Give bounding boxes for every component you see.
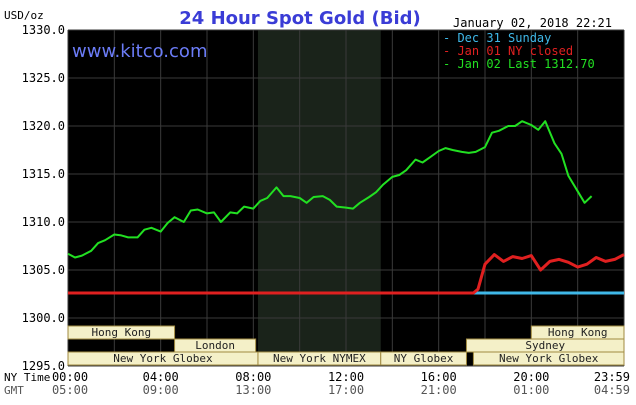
session-label: Hong Kong <box>91 326 151 339</box>
x-tick-label: 21:00 <box>421 383 457 397</box>
session-bar <box>67 325 176 340</box>
session-label: Sydney <box>525 339 565 352</box>
series-line <box>67 120 593 259</box>
kitco-watermark: www.kitco.com <box>72 41 207 62</box>
y-tick-label: 1310.0 <box>22 215 65 229</box>
y-tick-label: 1330.0 <box>22 23 65 37</box>
y-tick-label: 1295.0 <box>22 359 65 373</box>
x-tick-label: 16:00 <box>421 370 457 384</box>
nymex-highlight-band <box>257 30 381 366</box>
x-tick-label: 08:00 <box>235 370 271 384</box>
session-label: Hong Kong <box>548 326 608 339</box>
grid-lines <box>67 29 625 367</box>
y-tick-label: 1325.0 <box>22 71 65 85</box>
session-label: New York Globex <box>113 352 213 365</box>
y-tick-label: 1305.0 <box>22 263 65 277</box>
x-tick-label: 00:00 <box>52 370 88 384</box>
legend-entry: - Jan 02 Last 1312.70 <box>443 57 595 71</box>
x-tick-label: 09:00 <box>143 383 179 397</box>
y-axis-unit-label: USD/oz <box>4 9 44 22</box>
x-tick-label: 04:59 <box>594 383 630 397</box>
session-bar <box>380 351 467 366</box>
y-tick-label: 1320.0 <box>22 119 65 133</box>
x-tick-labels: NY Time 00:00 04:00 08:00 12:00 16:00 20:00 23:… <box>4 370 630 397</box>
highlight-band <box>257 30 381 366</box>
session-label: London <box>195 339 235 352</box>
x-axis-row-label: NY Time <box>4 371 50 384</box>
x-axis-row-label: GMT <box>4 384 24 397</box>
session-bar <box>472 351 625 366</box>
x-tick-label: 13:00 <box>235 383 271 397</box>
legend-entry: - Jan 01 NY closed <box>443 44 573 58</box>
x-tick-label: 12:00 <box>328 370 364 384</box>
x-tick-label: 23:59 <box>594 370 630 384</box>
legend: - Dec 31 Sunday- Jan 01 NY closed- Jan 0… <box>443 31 595 71</box>
chart-title: 24 Hour Spot Gold (Bid) <box>179 8 420 29</box>
session-label: New York NYMEX <box>273 352 366 365</box>
y-tick-label: 1300.0 <box>22 311 65 325</box>
x-tick-label: 01:00 <box>513 383 549 397</box>
chart-timestamp: January 02, 2018 22:21 <box>453 16 612 30</box>
x-tick-label: 17:00 <box>328 383 364 397</box>
y-tick-labels: 1330.0 1325.0 1320.0 1315.0 1310.0 1305.0 1300… <box>22 23 65 373</box>
price-series <box>67 120 625 295</box>
series-line <box>68 253 625 295</box>
x-tick-label: 05:00 <box>52 383 88 397</box>
x-tick-label: 20:00 <box>513 370 549 384</box>
y-tick-label: 1315.0 <box>22 167 65 181</box>
session-label: New York Globex <box>499 352 599 365</box>
legend-entry: - Dec 31 Sunday <box>443 31 551 45</box>
x-tick-label: 04:00 <box>143 370 179 384</box>
session-label: NY Globex <box>394 352 454 365</box>
